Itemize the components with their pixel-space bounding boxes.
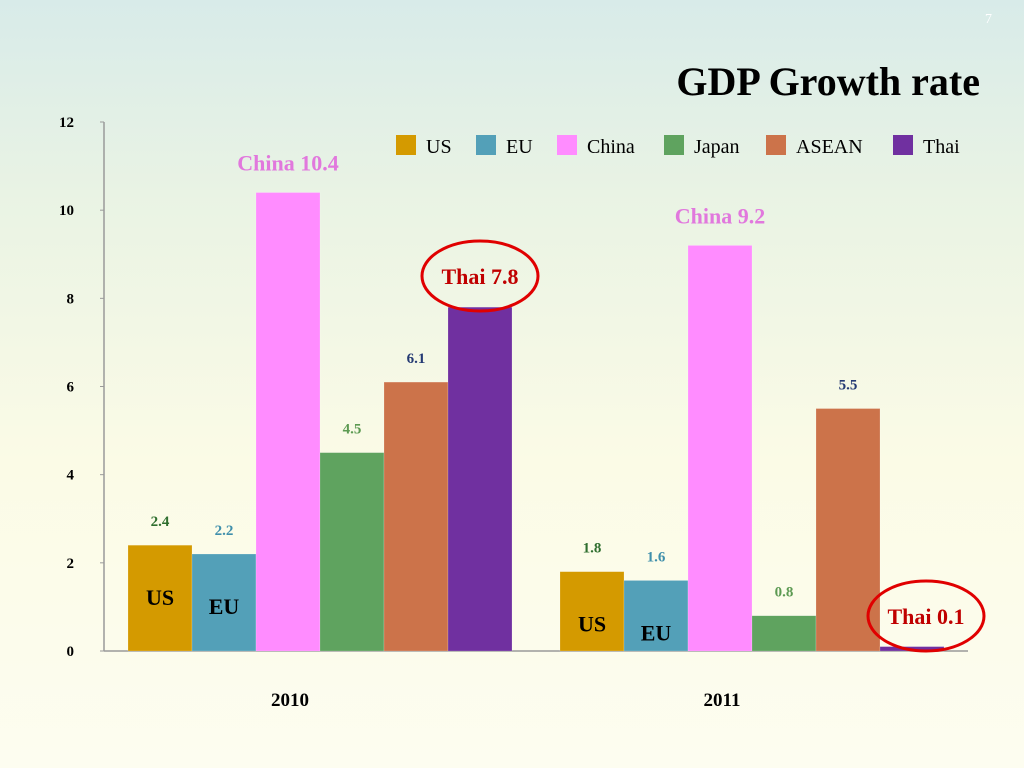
- bar-china-2011: [687, 245, 753, 652]
- callout-circle: [866, 579, 986, 653]
- bar-series-label: EU: [641, 620, 672, 645]
- bar-japan-2010: [319, 452, 385, 652]
- bar-japan-2011: [751, 615, 817, 652]
- bar-eu-2010: [191, 553, 257, 652]
- y-tick-label: 4: [67, 468, 75, 484]
- callout-label: Thai 7.8: [441, 264, 518, 289]
- bar-asean-2011: [815, 408, 881, 652]
- data-label: 4.5: [343, 422, 362, 438]
- data-label: 0.8: [775, 585, 794, 601]
- legend-entry-thai: Thai: [923, 136, 960, 158]
- chart-bars: [127, 192, 945, 652]
- y-tick-label: 0: [67, 644, 75, 660]
- y-tick-label: 6: [67, 380, 75, 396]
- legend-swatch-eu: [476, 135, 496, 155]
- data-label: 6.1: [407, 351, 426, 367]
- legend-entry-japan: Japan: [694, 136, 740, 158]
- x-category-label: 2010: [271, 690, 309, 711]
- chart-labels: 2.4 1.8 2.2 1.6 4.5 0.8 6.1 5.5 US EU US EU: [146, 351, 857, 645]
- y-tick-label: 12: [59, 115, 74, 131]
- chart-legend: US EU China Japan ASEAN Thai: [396, 135, 960, 158]
- legend-entry-us: US: [426, 136, 452, 158]
- slide-number: 7: [985, 12, 992, 27]
- data-label: 1.8: [583, 541, 602, 557]
- bar-us-2011: [559, 571, 625, 652]
- bar-china-2010: [255, 192, 321, 652]
- bar-thai-2010: [447, 306, 513, 652]
- legend-swatch-japan: [664, 135, 684, 155]
- legend-swatch-us: [396, 135, 416, 155]
- bar-us-2010: [127, 544, 193, 652]
- bar-series-label: EU: [209, 594, 240, 619]
- callout-label: China 9.2: [675, 203, 765, 228]
- data-label: 2.2: [215, 523, 234, 539]
- bar-series-label: US: [146, 585, 174, 610]
- bar-series-label: US: [578, 612, 606, 637]
- y-tick-label: 10: [59, 203, 74, 219]
- data-label: 2.4: [151, 514, 170, 530]
- callout-label: Thai 0.1: [887, 604, 964, 629]
- legend-entry-asean: ASEAN: [796, 136, 863, 158]
- legend-swatch-thai: [893, 135, 913, 155]
- legend-swatch-asean: [766, 135, 786, 155]
- legend-entry-eu: EU: [506, 136, 533, 158]
- data-label: 1.6: [647, 549, 666, 565]
- legend-swatch-china: [557, 135, 577, 155]
- callout-label: China 10.4: [237, 151, 338, 176]
- legend-entry-china: China: [587, 136, 635, 158]
- x-category-label: 2011: [704, 690, 741, 711]
- bar-eu-2011: [623, 580, 689, 652]
- data-label: 5.5: [839, 378, 858, 394]
- bar-asean-2010: [383, 381, 449, 652]
- chart-annotations: China 10.4 China 9.2 Thai 7.8 Thai 0.1: [237, 151, 986, 653]
- y-tick-label: 2: [67, 556, 75, 572]
- slide-title: GDP Growth rate: [676, 59, 980, 104]
- callout-circle: [420, 239, 540, 313]
- y-tick-label: 8: [67, 291, 75, 307]
